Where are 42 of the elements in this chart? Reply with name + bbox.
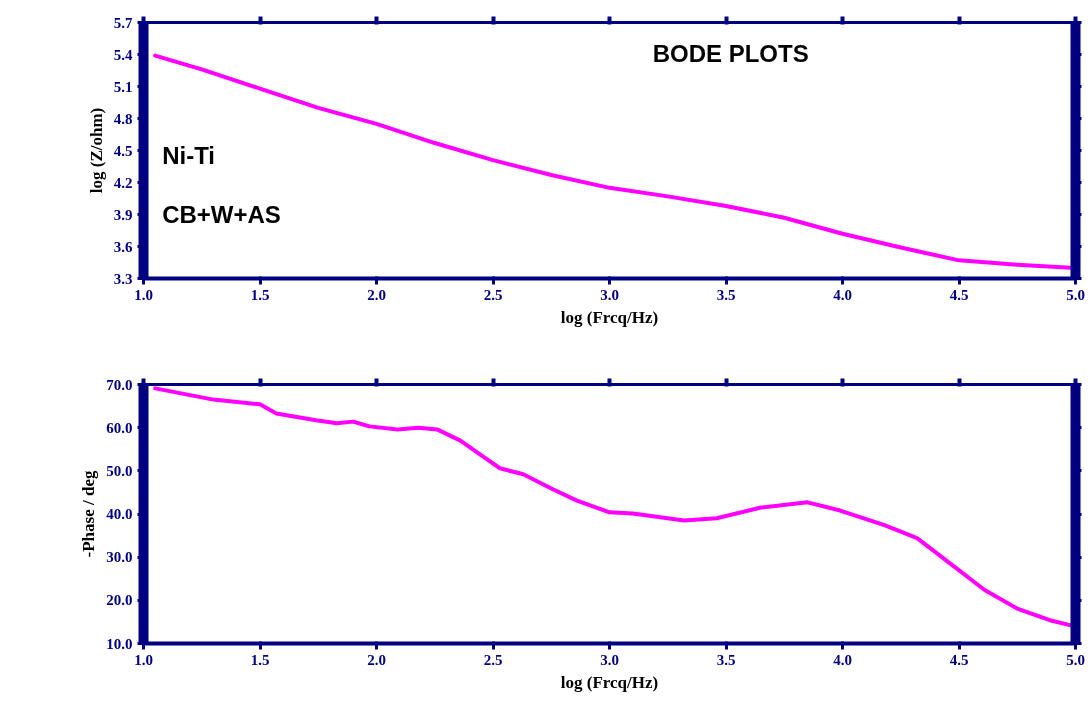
- y-tick-label: 40.0: [106, 506, 133, 522]
- y-tick-label: 4.5: [113, 142, 133, 159]
- x-tick-label: 1.0: [134, 651, 153, 668]
- x-tick-label: 1.0: [134, 286, 153, 303]
- x-tick-label: 3.0: [600, 651, 619, 668]
- y-axis-title: log (Z/ohm): [86, 107, 106, 194]
- y-tick-label: 4.8: [113, 110, 133, 127]
- y-tick-label: 5.1: [113, 78, 133, 95]
- line-series: [153, 386, 1073, 628]
- y-tick-label: 5.4: [113, 46, 133, 63]
- x-tick-label: 4.0: [833, 286, 852, 303]
- x-axis-title: log (Frcq/Hz): [560, 307, 659, 327]
- x-tick-label: 5.0: [1066, 651, 1085, 668]
- y-tick-label: 20.0: [106, 592, 133, 609]
- annotation: Ni-Ti: [162, 142, 216, 170]
- y-tick-label: 70.0: [106, 376, 133, 393]
- x-tick-label: 3.5: [716, 651, 736, 668]
- y-tick-label: 3.3: [113, 270, 133, 287]
- x-tick-label: 1.5: [250, 286, 270, 303]
- y-tick-label: 60.0: [106, 419, 133, 436]
- x-tick-label: 4.5: [949, 651, 969, 668]
- text: BODE PLOTS: [652, 39, 809, 67]
- x-axis-title: log (Frcq/Hz): [560, 672, 659, 692]
- y-tick-label: 4.2: [113, 174, 133, 191]
- x-tick-label: 2.5: [483, 651, 503, 668]
- x-tick-label: 2.0: [367, 286, 386, 303]
- y-axis-title: -Phase / deg: [79, 470, 99, 558]
- x-tick-label: 5.0: [1066, 286, 1085, 303]
- y-tick-label: 10.0: [106, 635, 133, 652]
- y-tick-label: 5.7: [113, 14, 133, 31]
- annotation: CB+W+AS: [162, 201, 281, 228]
- y-tick-label: 50.0: [106, 462, 133, 479]
- y-tick-label: 30.0: [106, 549, 133, 566]
- x-tick-label: 4.5: [949, 286, 969, 303]
- x-tick-label: 3.5: [716, 286, 736, 303]
- x-tick-label: 2.5: [483, 286, 503, 303]
- y-tick-label: 3.6: [113, 238, 133, 255]
- y-tick-label: 3.9: [113, 206, 133, 223]
- x-tick-label: 3.0: [600, 286, 619, 303]
- x-tick-label: 1.5: [250, 651, 270, 668]
- x-tick-label: 2.0: [367, 651, 386, 668]
- x-tick-label: 4.0: [833, 651, 852, 668]
